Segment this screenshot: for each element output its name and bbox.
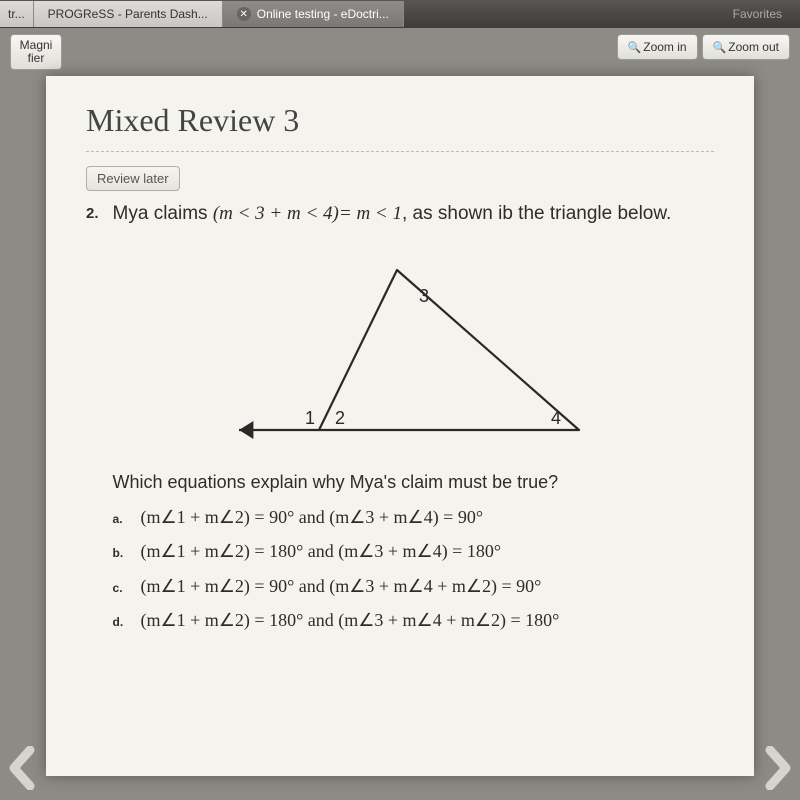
- choice-text: (m∠1 + m∠2) = 180° and (m∠3 + m∠4) = 180…: [141, 539, 502, 564]
- triangle-figure: 3 12 4: [223, 252, 603, 452]
- answer-choices: a. (m∠1 + m∠2) = 90° and (m∠3 + m∠4) = 9…: [113, 505, 714, 633]
- chevron-left-icon: [6, 746, 38, 790]
- choice-label: d.: [113, 614, 127, 631]
- svg-text:2: 2: [335, 408, 345, 428]
- choice-text: (m∠1 + m∠2) = 90° and (m∠3 + m∠4) = 90°: [141, 505, 484, 530]
- tab-progress[interactable]: PROGReSS - Parents Dash...: [34, 1, 223, 27]
- svg-text:1: 1: [305, 408, 315, 428]
- chevron-right-icon: [762, 746, 794, 790]
- question: 2. Mya claims (m < 3 + m < 4)= m < 1, as…: [86, 201, 714, 642]
- zoom-in-button[interactable]: 🔍Zoom in: [617, 34, 698, 60]
- choice-c[interactable]: c. (m∠1 + m∠2) = 90° and (m∠3 + m∠4 + m∠…: [113, 574, 714, 599]
- favorites-label[interactable]: Favorites: [715, 1, 800, 27]
- choice-label: a.: [113, 511, 127, 528]
- page-title: Mixed Review 3: [86, 102, 714, 139]
- question-stem-math: (m < 3 + m < 4)= m < 1: [213, 203, 402, 224]
- sub-question: Which equations explain why Mya's claim …: [113, 470, 714, 495]
- zoom-in-icon: 🔍: [628, 42, 642, 54]
- question-stem-pre: Mya claims: [113, 203, 213, 224]
- browser-tab-bar: tr... PROGReSS - Parents Dash... ✕ Onlin…: [0, 0, 800, 28]
- review-later-button[interactable]: Review later: [86, 166, 180, 191]
- question-page: Mixed Review 3 Review later 2. Mya claim…: [46, 76, 754, 776]
- choice-label: b.: [113, 545, 127, 562]
- zoom-out-button[interactable]: 🔍Zoom out: [702, 34, 790, 60]
- magnifier-button[interactable]: Magni fier: [10, 34, 62, 70]
- zoom-out-label: Zoom out: [728, 40, 779, 54]
- zoom-out-icon: 🔍: [713, 42, 727, 54]
- tab-online-testing[interactable]: ✕ Online testing - eDoctri...: [223, 1, 404, 27]
- question-body: Mya claims (m < 3 + m < 4)= m < 1, as sh…: [113, 201, 714, 642]
- choice-text: (m∠1 + m∠2) = 180° and (m∠3 + m∠4 + m∠2)…: [141, 608, 560, 633]
- divider: [86, 151, 714, 152]
- choice-label: c.: [113, 580, 127, 597]
- next-arrow[interactable]: [756, 746, 800, 790]
- choice-b[interactable]: b. (m∠1 + m∠2) = 180° and (m∠3 + m∠4) = …: [113, 539, 714, 564]
- choice-a[interactable]: a. (m∠1 + m∠2) = 90° and (m∠3 + m∠4) = 9…: [113, 505, 714, 530]
- tab-fragment[interactable]: tr...: [0, 1, 34, 27]
- zoom-in-label: Zoom in: [643, 40, 686, 54]
- prev-arrow[interactable]: [0, 746, 44, 790]
- question-number: 2.: [86, 201, 99, 642]
- toolbar: Magni fier 🔍Zoom in 🔍Zoom out: [10, 34, 790, 70]
- tab-label: PROGReSS - Parents Dash...: [48, 7, 208, 21]
- svg-text:4: 4: [551, 408, 561, 428]
- svg-text:3: 3: [419, 286, 429, 306]
- close-icon[interactable]: ✕: [237, 7, 251, 21]
- tab-label: Online testing - eDoctri...: [257, 7, 389, 21]
- question-stem-post: , as shown ib the triangle below.: [402, 203, 671, 224]
- choice-text: (m∠1 + m∠2) = 90° and (m∠3 + m∠4 + m∠2) …: [141, 574, 542, 599]
- choice-d[interactable]: d. (m∠1 + m∠2) = 180° and (m∠3 + m∠4 + m…: [113, 608, 714, 633]
- viewer-area: Magni fier 🔍Zoom in 🔍Zoom out Mixed Revi…: [0, 28, 800, 800]
